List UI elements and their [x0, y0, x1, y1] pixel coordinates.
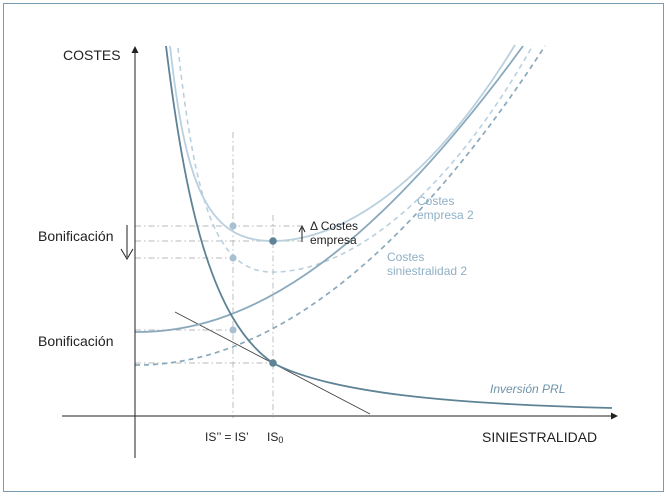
x-axis-arrowhead [611, 412, 618, 420]
delta-arrow-head [298, 224, 306, 233]
point-costes-empresa-at-is-zero [269, 237, 277, 245]
label-costes-siniestralidad-2-line1: Costes [387, 250, 424, 264]
x-tick-is-double-prime: IS’’ = IS’ [205, 430, 249, 444]
curve-costes-empresa-2-dashed [177, 44, 534, 273]
delta-label-line1: Δ Costes [310, 219, 358, 233]
point-inversion-at-is-prime [229, 326, 237, 334]
y-axis-arrowhead [131, 46, 139, 53]
x-tick-is-zero-main: IS [267, 430, 278, 444]
bonus-label-bottom: Bonificación [38, 333, 114, 349]
curve-costes-siniestralidad [134, 45, 524, 333]
bonus-label-top: Bonificación [38, 228, 114, 244]
x-tick-is-zero-sub: 0 [278, 435, 283, 445]
guide-lines [135, 132, 301, 418]
x-tick-is-zero: IS0 [267, 430, 283, 445]
label-costes-siniestralidad-2-line2: siniestralidad 2 [387, 264, 467, 278]
diagram-border [3, 3, 664, 492]
delta-label-line2: empresa [310, 233, 357, 247]
bonus-arrow-head [120, 248, 134, 260]
label-costes-empresa-2-line1: Costes [417, 194, 454, 208]
y-axis-label: COSTES [63, 47, 121, 63]
x-axis-label: SINIESTRALIDAD [482, 429, 597, 445]
label-inversion-prl: Inversión PRL [490, 382, 565, 396]
curve-costes-siniestralidad-2 [134, 45, 546, 366]
point-costes-empresa-dashed-at-is-prime [229, 254, 237, 262]
label-costes-empresa-2-line2: empresa 2 [417, 208, 474, 222]
point-costes-empresa-2-at-is-prime [229, 222, 237, 230]
point-inversion-at-is-zero [269, 359, 277, 367]
